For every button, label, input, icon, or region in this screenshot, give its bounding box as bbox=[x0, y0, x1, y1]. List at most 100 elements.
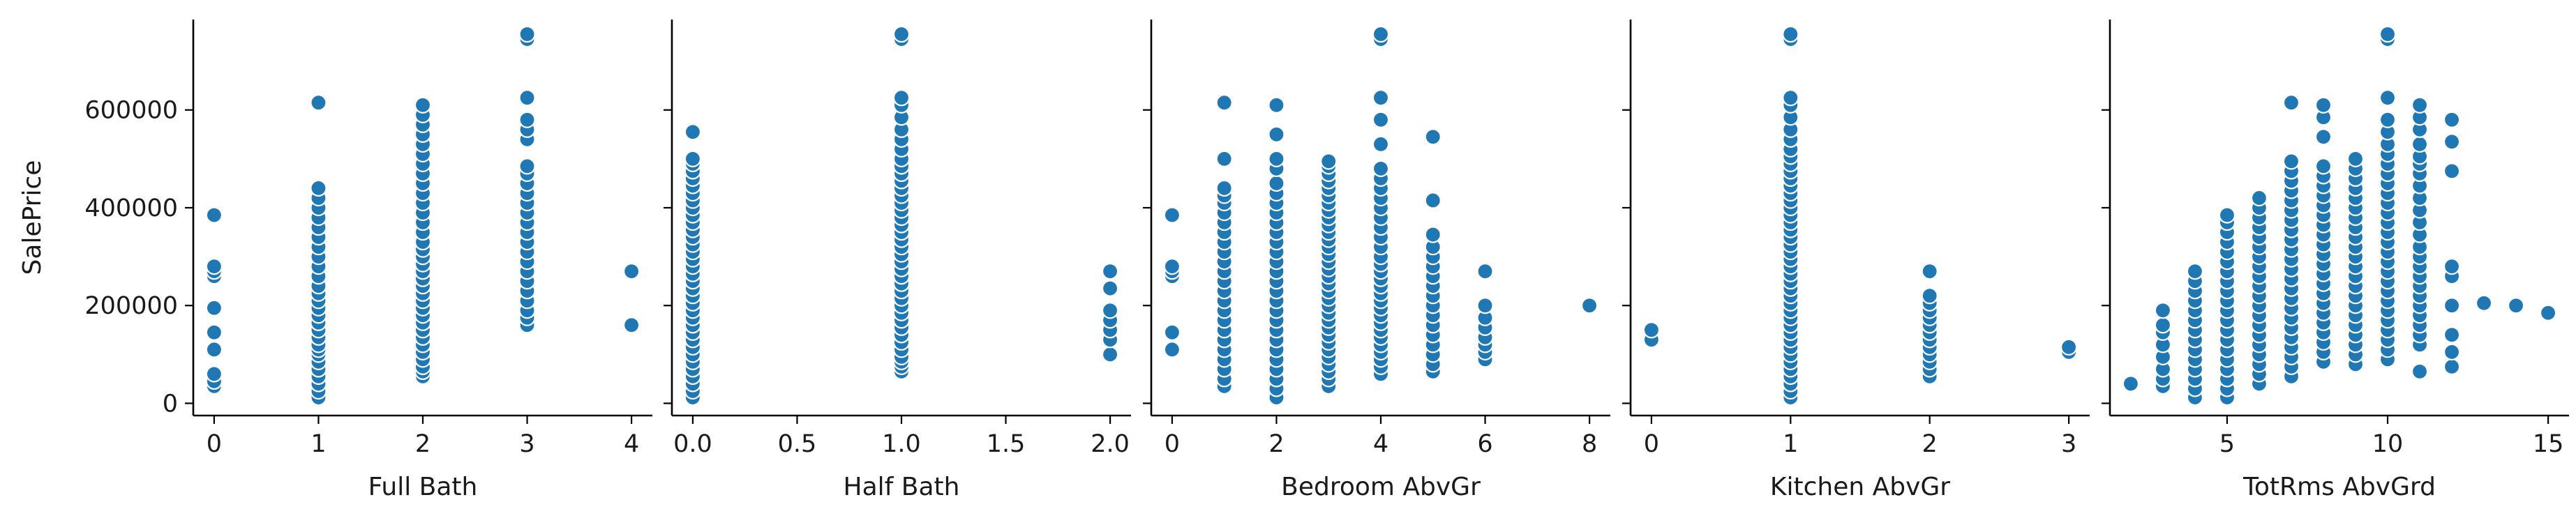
data-point bbox=[1476, 297, 1494, 314]
data-point bbox=[1476, 263, 1494, 280]
x-tick-label: 3 bbox=[2061, 430, 2076, 458]
data-point bbox=[2443, 133, 2461, 151]
x-tick-label: 5 bbox=[2219, 430, 2235, 458]
data-points bbox=[205, 25, 641, 406]
data-point bbox=[1215, 94, 1233, 112]
data-point bbox=[205, 324, 223, 341]
y-axis-label: SalePrice bbox=[18, 160, 47, 275]
data-point bbox=[2282, 153, 2300, 170]
data-point bbox=[1215, 179, 1233, 197]
data-point bbox=[2411, 363, 2429, 380]
data-point bbox=[1372, 111, 1390, 128]
x-tick-label: 10 bbox=[2372, 430, 2404, 458]
data-point bbox=[892, 25, 911, 43]
x-tick-label: 6 bbox=[1477, 430, 1492, 458]
data-point bbox=[2411, 135, 2429, 153]
data-point bbox=[2122, 375, 2140, 393]
data-point bbox=[518, 25, 536, 43]
x-tick-label: 15 bbox=[2533, 430, 2564, 458]
x-axis-label: Half Bath bbox=[844, 473, 960, 501]
x-tick-label: 2 bbox=[1268, 430, 1284, 458]
scatter-panel-3: 0 2 4 6 8 Bedroom AbvGr bbox=[1143, 20, 1610, 501]
y-tick-label: 0 bbox=[163, 390, 178, 418]
data-point bbox=[1372, 160, 1390, 177]
data-point bbox=[1782, 89, 1799, 107]
x-tick-label: 0 bbox=[1644, 430, 1659, 458]
x-tick-label: 1 bbox=[1783, 430, 1798, 458]
data-point bbox=[2443, 343, 2461, 360]
x-tick-label: 0 bbox=[1165, 430, 1180, 458]
data-point bbox=[1424, 192, 1441, 209]
data-point bbox=[2314, 96, 2332, 114]
data-point bbox=[1372, 25, 1390, 43]
data-point bbox=[310, 179, 327, 197]
data-point bbox=[1320, 153, 1338, 170]
data-point bbox=[518, 158, 536, 175]
x-tick-label: 2.0 bbox=[1091, 430, 1130, 458]
data-point bbox=[1921, 263, 1938, 280]
data-point bbox=[2411, 96, 2429, 114]
data-points bbox=[1163, 25, 1598, 406]
x-tick-label: 1 bbox=[310, 430, 326, 458]
data-point bbox=[2443, 258, 2461, 275]
data-point bbox=[310, 94, 327, 112]
data-point bbox=[2379, 25, 2397, 43]
data-point bbox=[1215, 150, 1233, 167]
data-point bbox=[1101, 280, 1119, 297]
data-point bbox=[1424, 226, 1441, 243]
data-point bbox=[1163, 324, 1181, 341]
x-tick-label: 3 bbox=[519, 430, 534, 458]
x-axis-label: Kitchen AbvGr bbox=[1770, 473, 1950, 501]
x-tick-label: 0 bbox=[207, 430, 222, 458]
data-point bbox=[892, 89, 911, 107]
data-point bbox=[1580, 297, 1598, 314]
scatter-panel-5: 5 10 15 TotRms AbvGrd bbox=[2102, 20, 2569, 501]
y-tick-label: 400000 bbox=[84, 195, 178, 222]
x-tick-label: 0.0 bbox=[673, 430, 712, 458]
data-point bbox=[1782, 25, 1799, 43]
data-point bbox=[2060, 338, 2078, 356]
x-tick-label: 1.5 bbox=[987, 430, 1026, 458]
data-point bbox=[2282, 94, 2300, 112]
y-tick-label: 600000 bbox=[84, 97, 178, 125]
data-point bbox=[622, 263, 641, 280]
x-tick-label: 1.0 bbox=[882, 430, 921, 458]
data-point bbox=[684, 123, 702, 141]
data-point bbox=[2443, 297, 2461, 314]
data-point bbox=[2186, 263, 2204, 280]
y-tick-label: 200000 bbox=[84, 292, 178, 320]
data-point bbox=[1372, 89, 1390, 107]
scatter-panel-1: 0 1 2 3 4 0 200000 400000 600000 Full Bath SalePri… bbox=[18, 20, 652, 501]
data-point bbox=[1101, 346, 1119, 363]
data-point bbox=[2443, 326, 2461, 344]
data-point bbox=[205, 258, 223, 275]
x-tick-label: 2 bbox=[1922, 430, 1938, 458]
data-point bbox=[1424, 128, 1441, 146]
data-point bbox=[2314, 158, 2332, 175]
data-point bbox=[414, 96, 432, 114]
data-point bbox=[205, 299, 223, 317]
data-point bbox=[1163, 341, 1181, 358]
x-axis-label: Bedroom AbvGr bbox=[1281, 473, 1481, 501]
data-point bbox=[1921, 287, 1938, 305]
data-point bbox=[1101, 302, 1119, 319]
x-tick-label: 4 bbox=[624, 430, 639, 458]
x-axis-label: TotRms AbvGrd bbox=[2242, 473, 2436, 501]
data-points bbox=[684, 25, 1119, 406]
data-point bbox=[1163, 206, 1181, 224]
data-point bbox=[205, 365, 223, 383]
data-point bbox=[1268, 125, 1285, 143]
data-point bbox=[1642, 321, 1661, 339]
data-point bbox=[2250, 189, 2268, 207]
data-point bbox=[518, 111, 536, 128]
x-axis-label: Full Bath bbox=[368, 473, 478, 501]
data-points bbox=[2122, 25, 2557, 406]
scatter-panel-2: 0.0 0.5 1.0 1.5 2.0 Half Bath bbox=[664, 20, 1131, 501]
data-point bbox=[684, 150, 702, 167]
data-point bbox=[2379, 89, 2397, 107]
data-point bbox=[2443, 111, 2461, 128]
data-point bbox=[2314, 128, 2332, 146]
data-points bbox=[1642, 25, 2078, 406]
data-point bbox=[2475, 294, 2493, 312]
data-point bbox=[2346, 150, 2365, 167]
